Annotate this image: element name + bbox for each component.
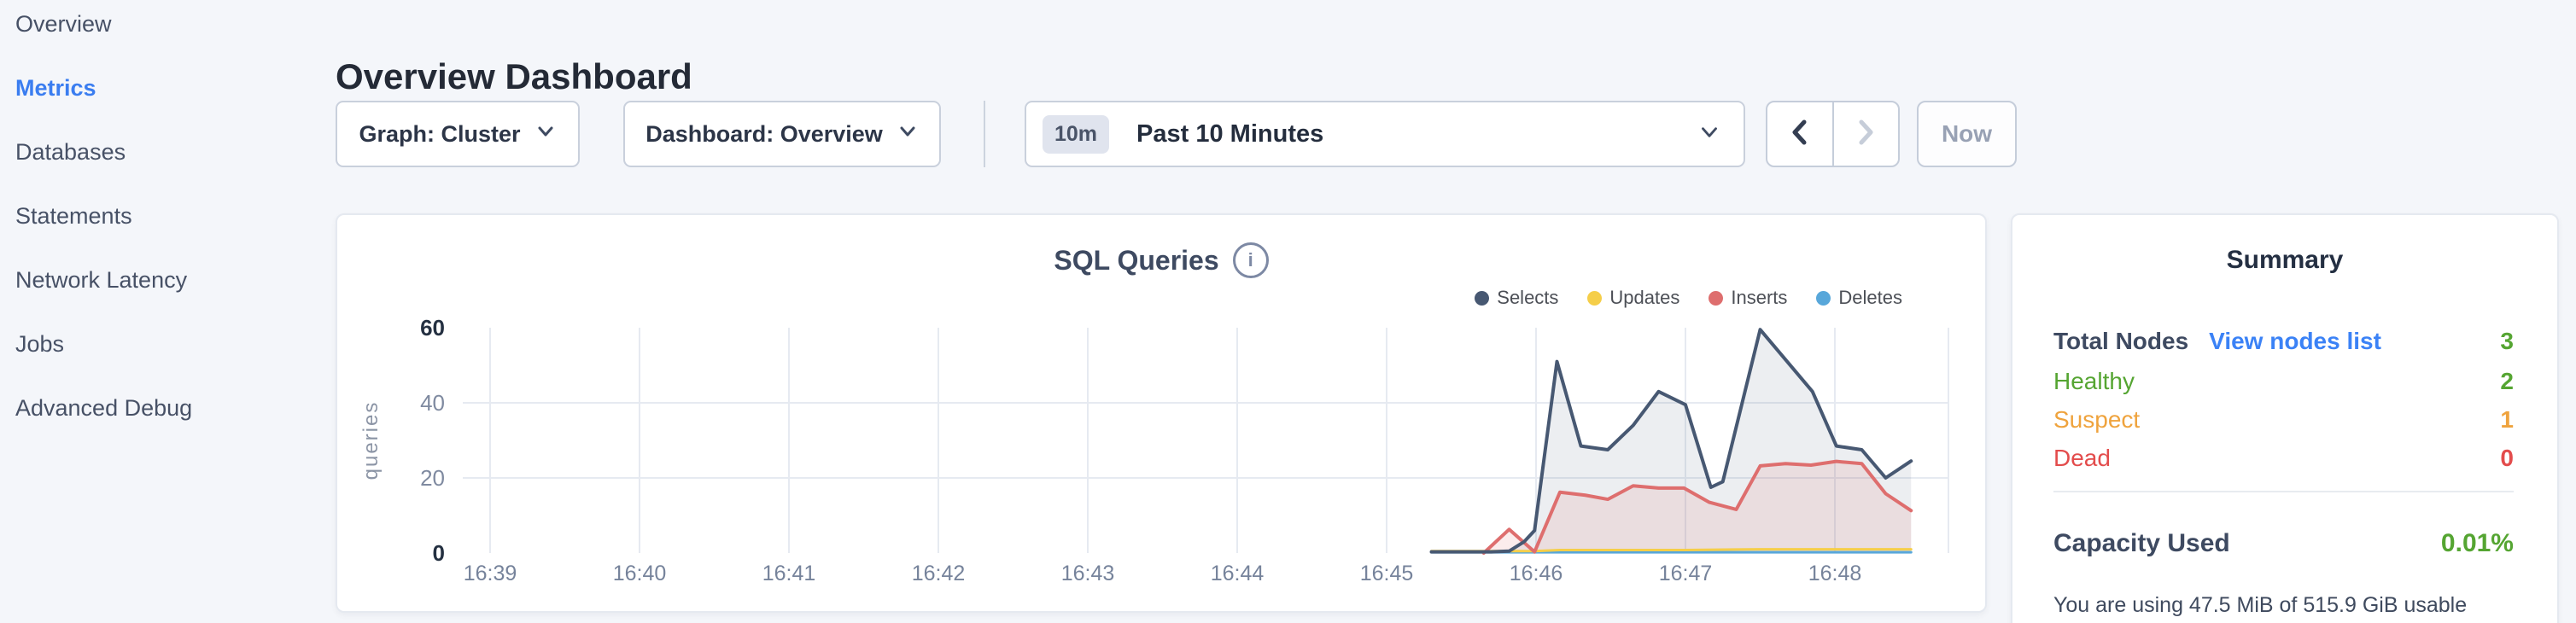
sql-queries-plot: 0 20 40 60 16:39 16:40 16:41 16:42 16:43 16:44 16:… xyxy=(359,315,1949,585)
y-axis-title: queries xyxy=(359,401,383,480)
time-interval-arrows xyxy=(1766,101,1900,167)
dashboard-dropdown[interactable]: Dashboard: Overview xyxy=(623,101,941,167)
series-fill-selects xyxy=(1431,329,1912,553)
legend-label: Updates xyxy=(1609,287,1680,308)
series-line-updates xyxy=(1430,548,1913,553)
sidebar-item-databases[interactable]: Databases xyxy=(15,139,126,165)
time-range-badge: 10m xyxy=(1043,114,1110,154)
page-title: Overview Dashboard xyxy=(336,56,692,97)
chevron-right-icon xyxy=(1851,115,1880,154)
chevron-down-icon xyxy=(534,120,557,148)
x-axis-tick-label: 16:40 xyxy=(613,562,667,585)
series-fill-inserts xyxy=(1483,461,1912,553)
capacity-used-row: Capacity Used 0.01% xyxy=(2053,529,2514,558)
node-status-label: Suspect xyxy=(2053,406,2141,433)
x-axis-tick-label: 16:44 xyxy=(1211,562,1265,585)
legend-dot-icon xyxy=(1816,290,1831,306)
summary-title: Summary xyxy=(2226,246,2344,274)
sidebar-item-jobs[interactable]: Jobs xyxy=(15,331,65,357)
node-status-row-dead: Dead 0 xyxy=(2053,444,2514,473)
time-range-value: Past 10 Minutes xyxy=(1136,119,1324,148)
info-icon[interactable]: i xyxy=(1232,242,1269,278)
x-axis-tick-label: 16:41 xyxy=(762,562,816,585)
sidebar-item-metrics[interactable]: Metrics xyxy=(15,75,96,101)
series-line-selects xyxy=(1429,328,1913,554)
summary-card: Summary Total Nodes View nodes list 3 He… xyxy=(2011,213,2559,623)
node-status-row-suspect: Suspect 1 xyxy=(2053,405,2514,434)
legend-label: Deletes xyxy=(1838,287,1902,308)
toolbar-divider xyxy=(984,101,985,167)
y-axis-tick-label: 60 xyxy=(420,315,445,341)
graph-dropdown[interactable]: Graph: Cluster xyxy=(336,101,580,167)
legend-item-deletes[interactable]: Deletes xyxy=(1816,287,1902,309)
sidebar-item-statements[interactable]: Statements xyxy=(15,203,132,229)
chart-title: SQL Queries xyxy=(1054,244,1219,276)
x-axis-tick-label: 16:43 xyxy=(1061,562,1115,585)
node-status-label: Dead xyxy=(2053,445,2111,471)
capacity-used-value: 0.01% xyxy=(2440,529,2514,557)
total-nodes-row: Total Nodes View nodes list 3 xyxy=(2053,327,2514,356)
legend-item-selects[interactable]: Selects xyxy=(1475,287,1558,309)
prev-interval-button[interactable] xyxy=(1767,102,1834,166)
time-range-picker[interactable]: 10m Past 10 Minutes xyxy=(1025,101,1745,167)
total-nodes-label: Total Nodes xyxy=(2053,328,2189,354)
dashboard-dropdown-label: Dashboard: Overview xyxy=(645,120,883,147)
graph-dropdown-label: Graph: Cluster xyxy=(359,120,521,147)
y-axis-tick-label: 40 xyxy=(420,390,445,416)
x-axis-tick-label: 16:47 xyxy=(1659,562,1713,585)
summary-divider xyxy=(2053,491,2514,492)
y-axis-tick-label: 0 xyxy=(433,540,445,566)
chevron-down-icon xyxy=(1697,120,1721,148)
sql-queries-card: SQL Queries i Selects Updates Inserts Delet… xyxy=(336,213,1987,613)
chart-legend: Selects Updates Inserts Deletes xyxy=(1475,287,1902,309)
legend-label: Selects xyxy=(1497,287,1559,308)
sidebar: Overview Metrics Databases Statements Networ… xyxy=(0,0,320,623)
sidebar-item-overview[interactable]: Overview xyxy=(15,11,112,37)
legend-dot-icon xyxy=(1475,290,1490,306)
y-axis-tick-label: 20 xyxy=(420,465,445,491)
series-line-inserts xyxy=(1481,459,1913,555)
view-nodes-list-link[interactable]: View nodes list xyxy=(2209,328,2381,354)
chevron-down-icon xyxy=(897,120,919,148)
legend-dot-icon xyxy=(1587,290,1603,306)
x-axis-tick-label: 16:48 xyxy=(1808,562,1862,585)
node-status-value: 1 xyxy=(2500,406,2514,433)
x-axis-tick-label: 16:42 xyxy=(912,562,966,585)
capacity-used-label: Capacity Used xyxy=(2053,529,2230,557)
legend-item-inserts[interactable]: Inserts xyxy=(1709,287,1787,309)
node-status-value: 0 xyxy=(2500,445,2514,471)
x-axis-tick-label: 16:39 xyxy=(464,562,517,585)
sidebar-item-network-latency[interactable]: Network Latency xyxy=(15,267,188,293)
node-status-row-healthy: Healthy 2 xyxy=(2053,367,2514,396)
legend-item-updates[interactable]: Updates xyxy=(1587,287,1679,309)
x-axis-tick-label: 16:45 xyxy=(1360,562,1414,585)
sidebar-item-advanced-debug[interactable]: Advanced Debug xyxy=(15,395,193,421)
legend-dot-icon xyxy=(1709,290,1724,306)
node-status-label: Healthy xyxy=(2053,368,2135,394)
now-button[interactable]: Now xyxy=(1917,101,2017,167)
x-axis-tick-label: 16:46 xyxy=(1510,562,1563,585)
total-nodes-value: 3 xyxy=(2500,328,2514,354)
chevron-left-icon xyxy=(1785,115,1814,154)
capacity-description: You are using 47.5 MiB of 515.9 GiB usab… xyxy=(2053,593,2468,617)
next-interval-button[interactable] xyxy=(1834,102,1899,166)
node-status-value: 2 xyxy=(2500,368,2514,394)
legend-label: Inserts xyxy=(1731,287,1788,308)
